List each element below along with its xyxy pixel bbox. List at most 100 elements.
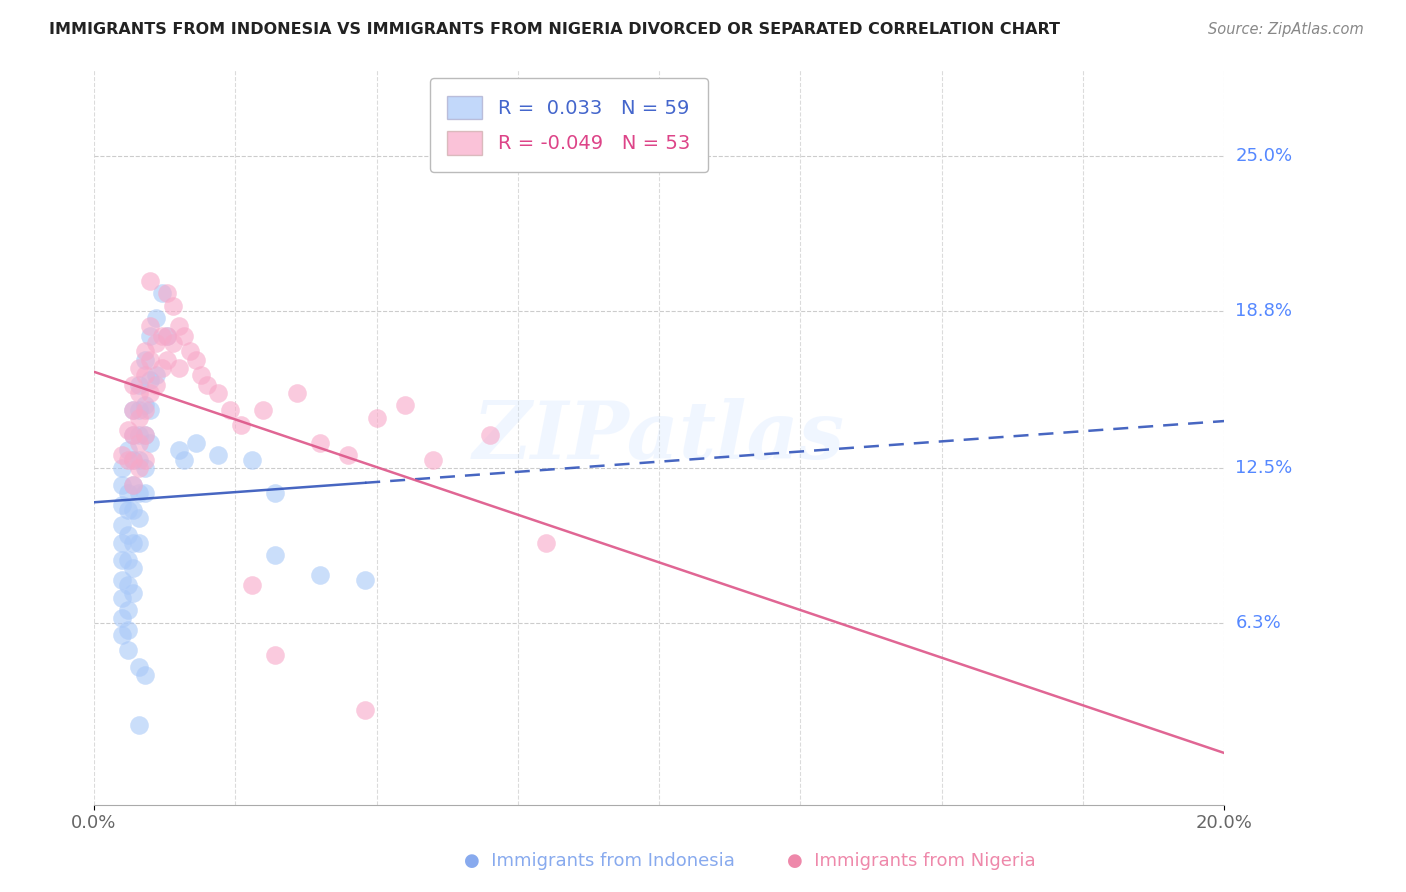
Point	[122, 453, 145, 467]
Point	[156, 328, 179, 343]
Point	[207, 386, 229, 401]
Point	[128, 510, 150, 524]
Point	[150, 361, 173, 376]
Point	[167, 443, 190, 458]
Point	[122, 560, 145, 574]
Point	[128, 460, 150, 475]
Point	[111, 591, 134, 605]
Point	[263, 548, 285, 562]
Point	[117, 528, 139, 542]
Point	[167, 318, 190, 333]
Point	[134, 485, 156, 500]
Point	[145, 311, 167, 326]
Point	[128, 660, 150, 674]
Point	[134, 460, 156, 475]
Point	[128, 410, 150, 425]
Point	[111, 535, 134, 549]
Point	[117, 553, 139, 567]
Point	[134, 668, 156, 682]
Text: 25.0%: 25.0%	[1236, 147, 1292, 165]
Point	[117, 443, 139, 458]
Point	[139, 403, 162, 417]
Point	[145, 336, 167, 351]
Text: IMMIGRANTS FROM INDONESIA VS IMMIGRANTS FROM NIGERIA DIVORCED OR SEPARATED CORRE: IMMIGRANTS FROM INDONESIA VS IMMIGRANTS …	[49, 22, 1060, 37]
Point	[139, 328, 162, 343]
Point	[111, 448, 134, 462]
Text: 6.3%: 6.3%	[1236, 614, 1281, 632]
Point	[122, 403, 145, 417]
Text: ●  Immigrants from Nigeria: ● Immigrants from Nigeria	[787, 852, 1036, 870]
Point	[128, 535, 150, 549]
Point	[240, 453, 263, 467]
Point	[134, 343, 156, 358]
Text: Source: ZipAtlas.com: Source: ZipAtlas.com	[1208, 22, 1364, 37]
Point	[128, 386, 150, 401]
Point	[128, 453, 150, 467]
Text: ●  Immigrants from Indonesia: ● Immigrants from Indonesia	[464, 852, 735, 870]
Point	[111, 553, 134, 567]
Point	[139, 374, 162, 388]
Point	[111, 518, 134, 533]
Point	[394, 398, 416, 412]
Point	[156, 353, 179, 368]
Point	[111, 478, 134, 492]
Point	[309, 435, 332, 450]
Point	[184, 353, 207, 368]
Point	[134, 453, 156, 467]
Point	[156, 286, 179, 301]
Point	[139, 386, 162, 401]
Point	[117, 485, 139, 500]
Point	[117, 623, 139, 637]
Point	[128, 485, 150, 500]
Point	[117, 453, 139, 467]
Point	[354, 573, 377, 587]
Point	[422, 453, 444, 467]
Point	[534, 535, 557, 549]
Point	[117, 423, 139, 437]
Point	[354, 703, 377, 717]
Point	[190, 368, 212, 383]
Point	[122, 403, 145, 417]
Point	[117, 578, 139, 592]
Point	[122, 585, 145, 599]
Point	[218, 403, 240, 417]
Point	[122, 378, 145, 392]
Point	[111, 628, 134, 642]
Point	[139, 353, 162, 368]
Point	[139, 274, 162, 288]
Text: 12.5%: 12.5%	[1236, 458, 1292, 477]
Point	[150, 328, 173, 343]
Point	[337, 448, 360, 462]
Point	[366, 410, 388, 425]
Point	[134, 353, 156, 368]
Point	[195, 378, 218, 392]
Point	[139, 435, 162, 450]
Point	[122, 478, 145, 492]
Point	[478, 428, 501, 442]
Point	[122, 478, 145, 492]
Point	[134, 368, 156, 383]
Point	[117, 643, 139, 657]
Point	[111, 573, 134, 587]
Point	[122, 535, 145, 549]
Point	[139, 318, 162, 333]
Point	[173, 328, 195, 343]
Point	[263, 485, 285, 500]
Point	[287, 386, 309, 401]
Point	[128, 361, 150, 376]
Point	[156, 328, 179, 343]
Point	[128, 435, 150, 450]
Point	[117, 603, 139, 617]
Point	[128, 428, 150, 442]
Point	[162, 336, 184, 351]
Point	[179, 343, 201, 358]
Point	[128, 378, 150, 392]
Point	[122, 428, 145, 442]
Point	[162, 299, 184, 313]
Point	[134, 403, 156, 417]
Point	[122, 503, 145, 517]
Point	[128, 718, 150, 732]
Point	[128, 403, 150, 417]
Point	[309, 568, 332, 582]
Point	[111, 498, 134, 512]
